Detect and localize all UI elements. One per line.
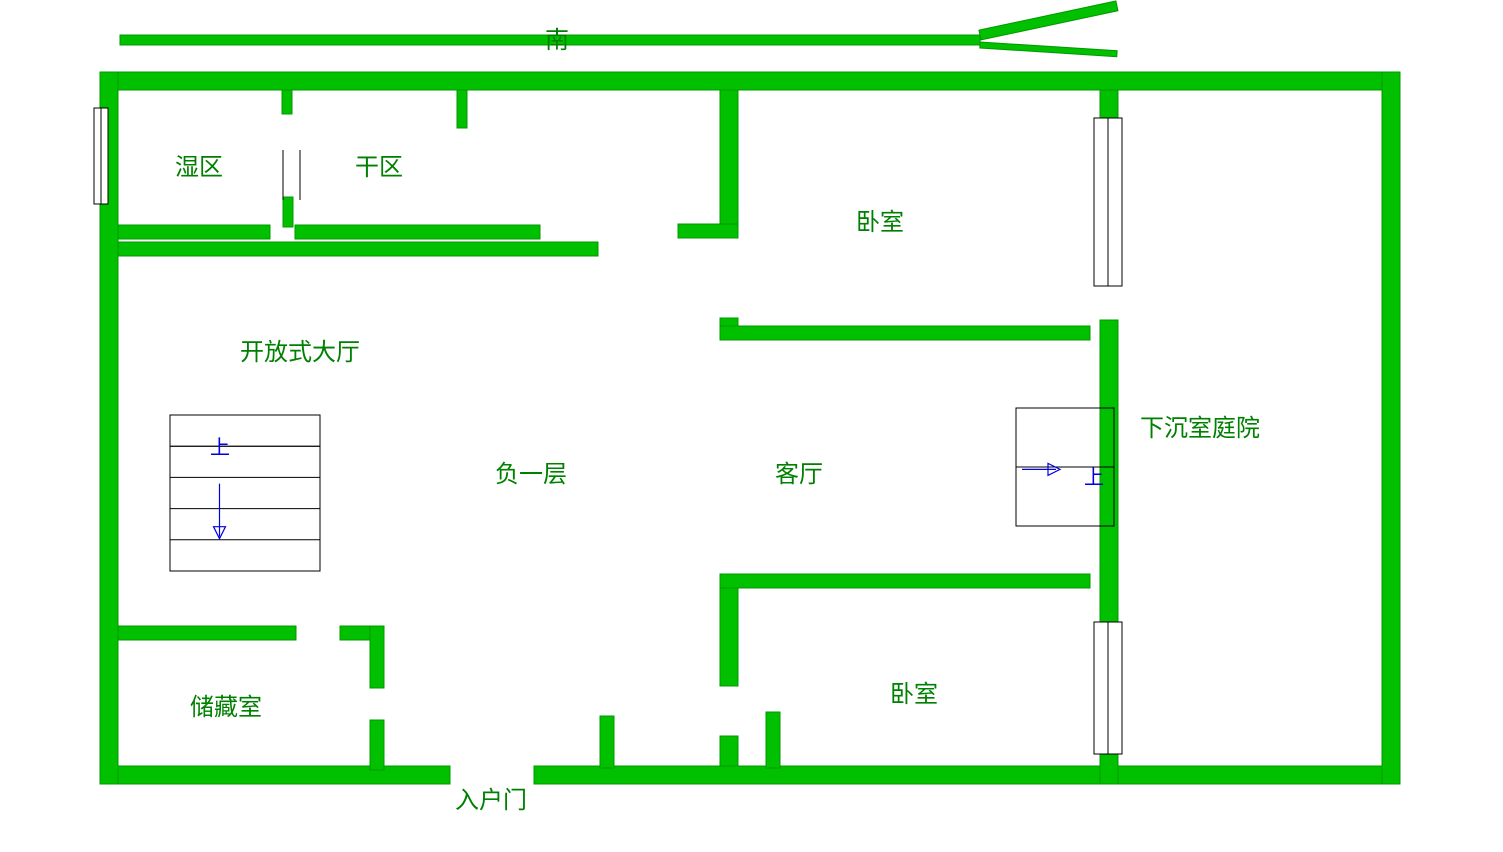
wall-segment bbox=[1382, 72, 1400, 784]
wall-segment bbox=[282, 90, 292, 114]
wall-segment bbox=[678, 224, 738, 238]
wall-segment bbox=[370, 720, 384, 770]
wall-segment bbox=[720, 574, 1090, 588]
wall-segment bbox=[600, 716, 614, 768]
wall-segment bbox=[100, 72, 1400, 90]
wall-segment bbox=[100, 766, 450, 784]
open-hall-label: 开放式大厅 bbox=[240, 339, 360, 366]
thin-lines-group bbox=[283, 150, 300, 200]
wall-segment bbox=[720, 326, 1090, 340]
wall-segment bbox=[534, 766, 1400, 784]
wall-segment bbox=[720, 90, 738, 236]
dry-area-label: 干区 bbox=[355, 154, 403, 181]
stairs-group bbox=[170, 408, 1114, 571]
wall-segment bbox=[295, 225, 540, 239]
wall-segment bbox=[370, 626, 384, 688]
wet-area-label: 湿区 bbox=[175, 154, 223, 181]
wall-segment bbox=[720, 574, 738, 686]
north-arrow-label: 南 bbox=[545, 27, 569, 54]
north-arrow-head-top bbox=[979, 1, 1118, 40]
bedroom-bottom-label: 卧室 bbox=[890, 681, 938, 708]
wall-segment bbox=[118, 225, 270, 239]
storage-label: 储藏室 bbox=[190, 694, 262, 721]
wall-segment bbox=[720, 736, 738, 766]
north-arrow-head-bottom bbox=[980, 42, 1117, 57]
wall-segment bbox=[1100, 90, 1118, 118]
floor-label: 负一层 bbox=[495, 461, 567, 488]
wall-segment bbox=[118, 242, 598, 256]
wall-segment bbox=[766, 712, 780, 768]
windows-group bbox=[94, 108, 1122, 754]
bedroom-top-label: 卧室 bbox=[856, 209, 904, 236]
stair-left-up-label: 上 bbox=[210, 436, 230, 459]
living-room-label: 客厅 bbox=[775, 461, 823, 488]
floor-plan-diagram: 南湿区干区卧室开放式大厅负一层客厅下沉室庭院储藏室卧室入户门上上 bbox=[0, 0, 1503, 852]
north-arrow bbox=[120, 1, 1118, 57]
wall-segment bbox=[283, 197, 293, 227]
stair-right-up-label: 上 bbox=[1084, 466, 1104, 489]
wall-segment bbox=[118, 626, 296, 640]
stair-left bbox=[170, 415, 320, 571]
entry-door-label: 入户门 bbox=[455, 787, 527, 814]
sunken-courtyard-label: 下沉室庭院 bbox=[1140, 415, 1260, 442]
wall-segment bbox=[457, 90, 467, 128]
